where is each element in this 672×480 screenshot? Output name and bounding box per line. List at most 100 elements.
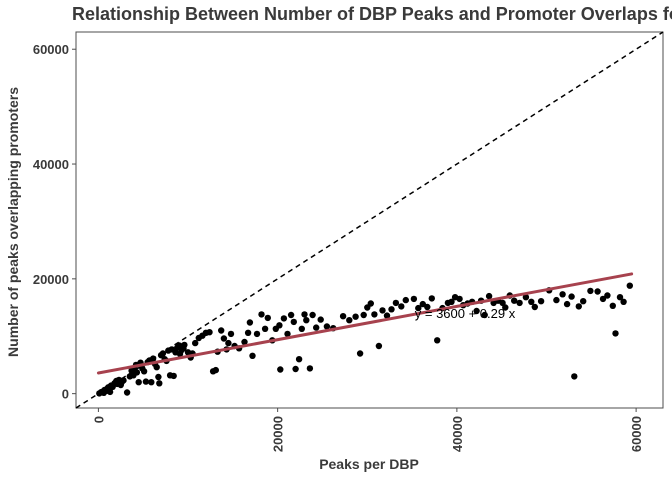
data-point <box>301 311 308 318</box>
data-point <box>568 293 575 300</box>
data-point <box>192 339 199 347</box>
data-point <box>135 379 142 386</box>
data-point <box>352 313 359 320</box>
data-point <box>434 337 441 344</box>
data-point <box>528 298 535 305</box>
data-point <box>309 311 316 319</box>
data-point <box>287 311 295 319</box>
identity-reference-line <box>75 31 664 409</box>
data-point <box>225 339 232 347</box>
data-point <box>402 296 409 304</box>
data-point <box>356 350 364 357</box>
data-point <box>616 294 624 301</box>
data-point <box>317 316 324 323</box>
data-point <box>456 295 463 303</box>
data-point <box>153 364 160 371</box>
data-point <box>142 378 150 385</box>
x-tick-label: 20000 <box>271 416 286 452</box>
data-point <box>306 365 314 372</box>
data-point <box>599 295 607 303</box>
data-point <box>571 373 578 380</box>
data-point <box>563 300 571 308</box>
regression-fit-line <box>96 272 634 375</box>
data-point <box>410 295 418 303</box>
data-point <box>537 298 545 305</box>
data-point <box>392 299 400 307</box>
data-point <box>206 329 213 336</box>
data-point <box>156 380 163 387</box>
data-point <box>626 282 633 289</box>
data-point <box>553 296 560 304</box>
data-point <box>253 330 261 338</box>
x-tick-label: 40000 <box>450 416 465 452</box>
data-point <box>258 311 265 318</box>
data-point <box>244 329 252 336</box>
data-point <box>170 372 177 380</box>
data-point <box>241 338 248 346</box>
data-point <box>148 379 155 386</box>
data-point <box>123 389 131 396</box>
y-tick-label: 40000 <box>33 157 69 172</box>
data-point <box>481 311 488 319</box>
data-point <box>580 298 587 305</box>
data-point <box>140 368 148 375</box>
data-point <box>120 377 127 384</box>
data-point <box>149 355 157 362</box>
data-point <box>303 317 310 324</box>
data-point <box>227 330 235 338</box>
data-point <box>604 292 611 299</box>
data-point <box>375 342 383 350</box>
data-point <box>612 330 619 337</box>
data-point <box>280 315 288 322</box>
data-point <box>346 317 353 324</box>
y-axis: 0 20000 40000 60000 <box>33 42 76 402</box>
data-point <box>473 307 480 315</box>
data-point <box>249 352 256 359</box>
data-point <box>155 373 162 381</box>
data-point <box>609 302 616 309</box>
data-point <box>284 330 291 338</box>
data-point <box>531 303 538 311</box>
data-point <box>485 292 493 300</box>
data-point <box>292 365 299 373</box>
data-point <box>295 356 303 363</box>
data-point <box>587 287 594 295</box>
y-tick-label: 20000 <box>33 272 69 287</box>
data-point <box>516 299 523 307</box>
data-point <box>313 324 320 331</box>
data-point <box>290 318 297 326</box>
data-point <box>522 294 530 301</box>
data-point <box>398 303 405 310</box>
y-axis-title: Number of peaks overlapping promoters <box>5 87 21 357</box>
data-point <box>360 311 367 319</box>
data-point <box>339 313 347 320</box>
data-points <box>96 282 633 397</box>
data-point <box>502 304 509 311</box>
data-point <box>424 303 431 311</box>
data-point <box>264 314 271 322</box>
data-point <box>133 369 141 376</box>
chart-title: Relationship Between Number of DBP Peaks… <box>72 4 672 24</box>
data-point <box>298 325 305 332</box>
data-point <box>559 291 566 298</box>
data-point <box>383 312 391 319</box>
data-point <box>388 306 395 313</box>
data-point <box>415 304 422 312</box>
data-point <box>220 335 228 342</box>
x-axis: 0 20000 40000 60000 <box>91 408 644 452</box>
data-point <box>276 322 283 329</box>
data-point <box>428 295 435 302</box>
x-tick-label: 0 <box>91 416 106 423</box>
data-point <box>218 327 225 334</box>
x-tick-label: 60000 <box>629 416 644 452</box>
data-point <box>159 350 167 357</box>
data-point <box>367 300 374 307</box>
regression-equation-label: y = 3600 + 0.29 x <box>415 306 516 321</box>
data-point <box>181 341 188 349</box>
data-point <box>212 366 219 374</box>
plot-panel-border <box>75 31 664 409</box>
data-point <box>277 366 284 373</box>
data-point <box>448 298 455 305</box>
y-tick-label: 60000 <box>33 42 69 57</box>
